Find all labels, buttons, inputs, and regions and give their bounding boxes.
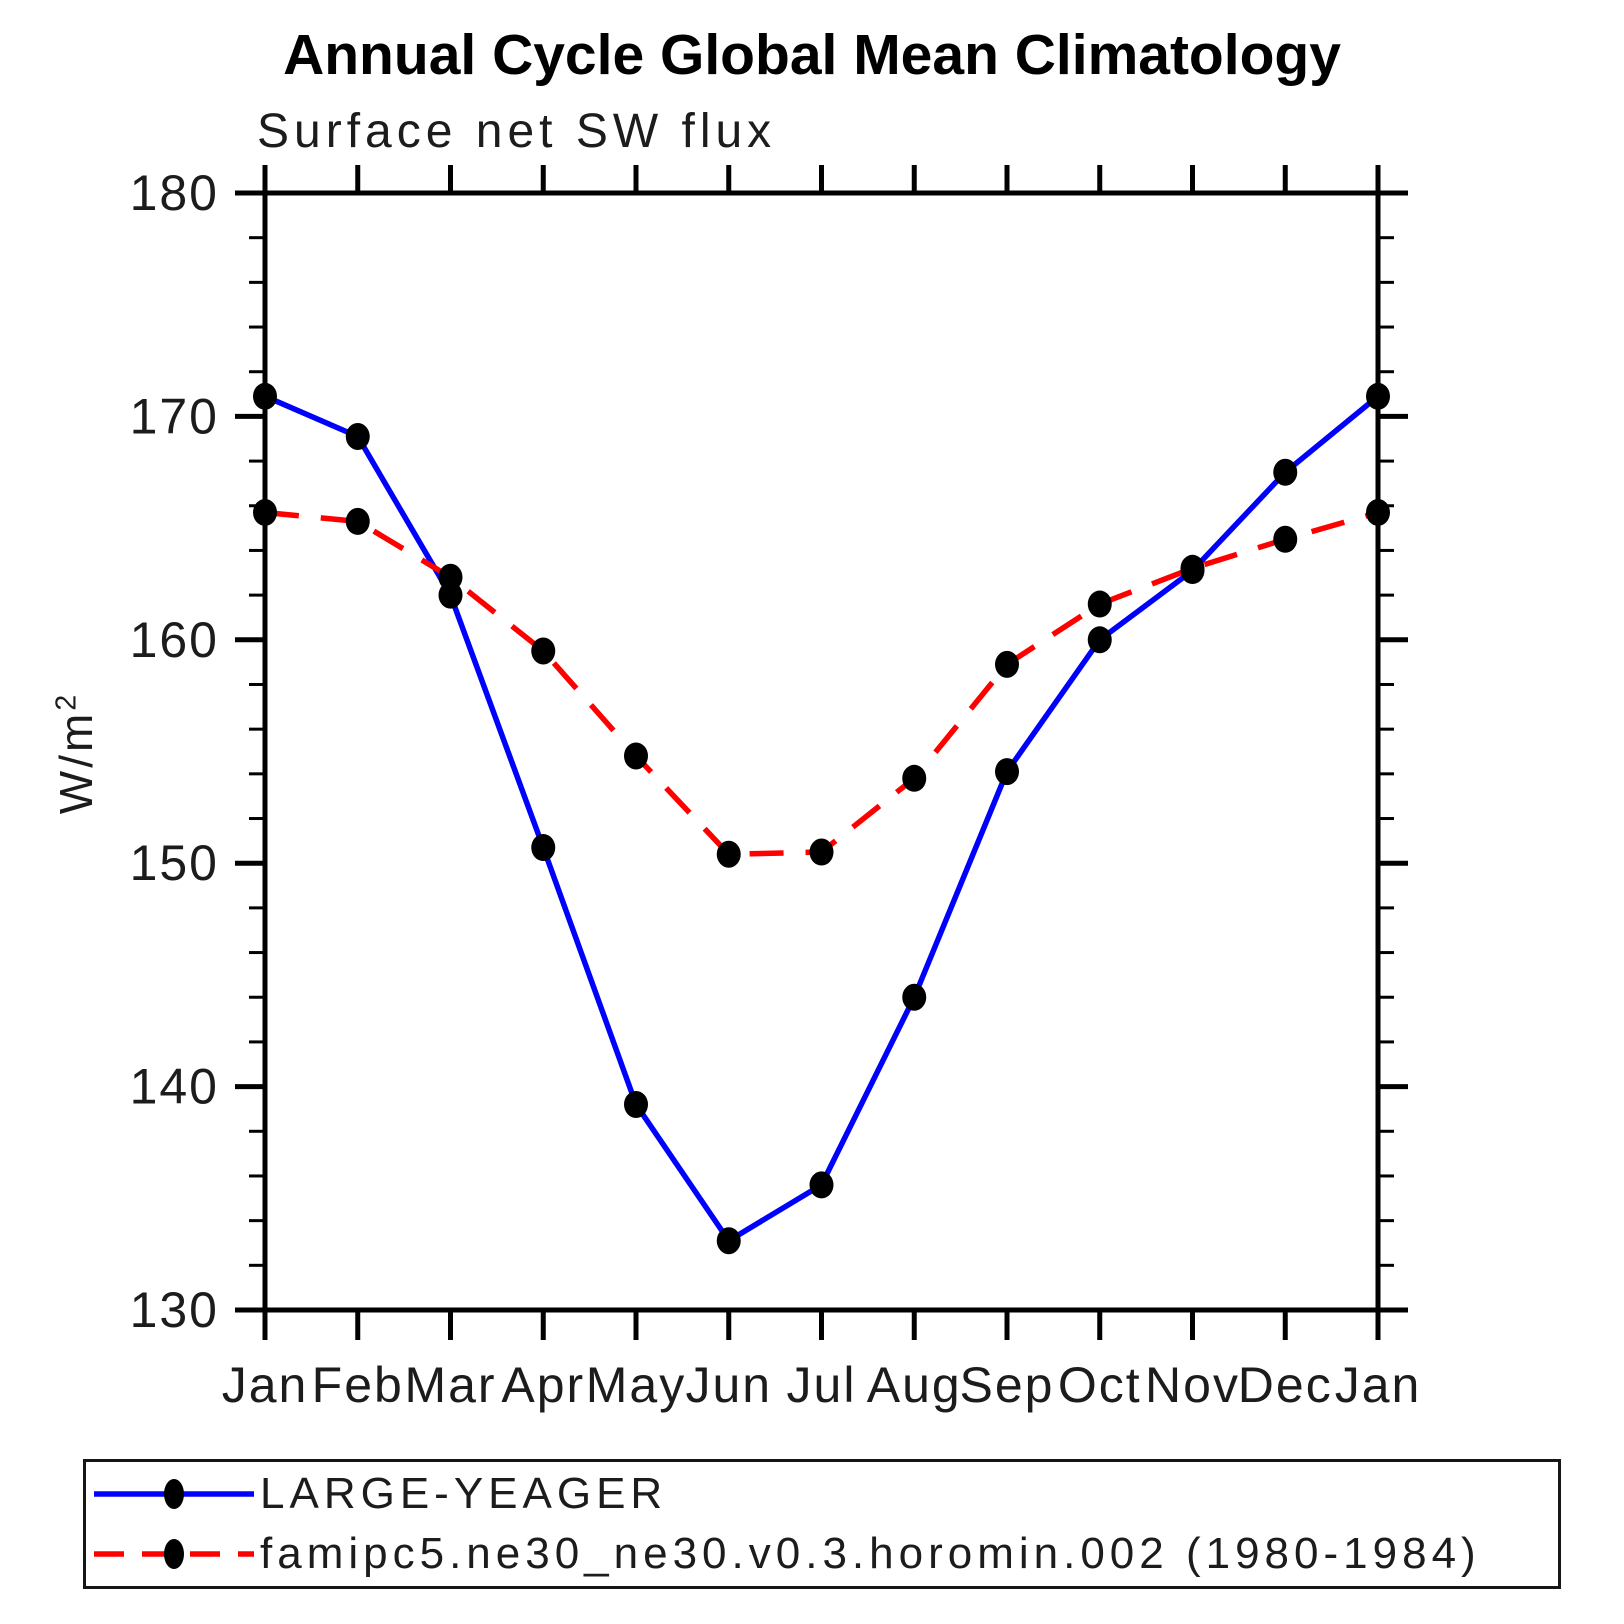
series-line-0 — [263, 393, 1380, 1244]
x-tick-label: Aug — [867, 1357, 962, 1413]
data-point-marker-series-1 — [531, 637, 556, 665]
x-tick-label: Nov — [1145, 1357, 1240, 1413]
data-point-marker-series-0 — [809, 1171, 834, 1199]
data-point-marker-series-1 — [1273, 525, 1298, 553]
data-point-marker-series-0 — [253, 382, 277, 410]
data-point-marker-series-0 — [716, 1227, 741, 1255]
data-point-marker-series-1 — [345, 507, 370, 535]
y-tick-label: 150 — [130, 835, 219, 891]
x-tick-label: Jul — [787, 1357, 857, 1413]
legend-box: LARGE-YEAGER famipc5.ne30_ne30.v0.3.horo… — [83, 1459, 1561, 1589]
series-line-1 — [264, 509, 1379, 858]
x-tick-label: Jun — [685, 1357, 772, 1413]
legend-marker-solid-line — [94, 1479, 254, 1510]
chart-title: Annual Cycle Global Mean Climatology — [283, 23, 1341, 87]
x-tick-label: Sep — [960, 1357, 1055, 1413]
data-point-marker-series-0 — [902, 983, 927, 1011]
data-point-marker-series-0 — [345, 423, 370, 451]
legend-marker-dashed-line — [94, 1538, 254, 1569]
data-point-marker-series-0 — [624, 1090, 648, 1118]
data-point-marker-series-1 — [809, 838, 834, 866]
legend-marker-dot — [164, 1479, 184, 1510]
x-tick-label: Jan — [1335, 1357, 1422, 1413]
data-point-marker-series-0 — [995, 758, 1019, 786]
data-point-marker-series-1 — [253, 498, 277, 526]
legend-item-large-yeager: LARGE-YEAGER — [90, 1465, 1554, 1523]
y-tick-label: 180 — [130, 165, 219, 221]
legend-label: LARGE-YEAGER — [260, 1469, 668, 1519]
x-tick-label: Jan — [222, 1357, 309, 1413]
data-point-marker-series-1 — [716, 840, 741, 868]
x-tick-label: Dec — [1238, 1357, 1333, 1413]
x-tick-label: May — [586, 1357, 686, 1413]
data-point-marker-series-0 — [1087, 626, 1112, 654]
data-point-marker-series-1 — [902, 764, 927, 792]
data-point-marker-series-1 — [1180, 554, 1205, 582]
data-point-marker-series-0 — [1366, 382, 1390, 410]
legend-marker-dot — [164, 1538, 184, 1569]
x-tick-label: Mar — [404, 1357, 496, 1413]
legend-label: famipc5.ne30_ne30.v0.3.horomin.002 (1980… — [260, 1528, 1481, 1578]
y-tick-label: 130 — [130, 1282, 219, 1338]
data-point-marker-series-1 — [995, 650, 1019, 678]
data-point-marker-series-0 — [1273, 458, 1298, 486]
y-tick-label: 140 — [130, 1059, 219, 1115]
data-point-marker-series-0 — [531, 834, 556, 862]
x-tick-label: Oct — [1058, 1357, 1142, 1413]
y-tick-label: 160 — [130, 612, 219, 668]
legend-item-famipc5: famipc5.ne30_ne30.v0.3.horomin.002 (1980… — [90, 1525, 1554, 1583]
data-point-marker-series-1 — [1366, 498, 1390, 526]
chart-subtitle: Surface net SW flux — [257, 105, 777, 158]
data-point-marker-series-1 — [438, 563, 463, 591]
plot-frame — [262, 190, 1381, 1313]
y-tick-label: 170 — [130, 388, 219, 444]
x-tick-label: Feb — [312, 1357, 404, 1413]
data-point-marker-series-1 — [1087, 590, 1112, 618]
data-point-marker-series-1 — [624, 742, 648, 770]
x-tick-label: Apr — [501, 1357, 585, 1413]
